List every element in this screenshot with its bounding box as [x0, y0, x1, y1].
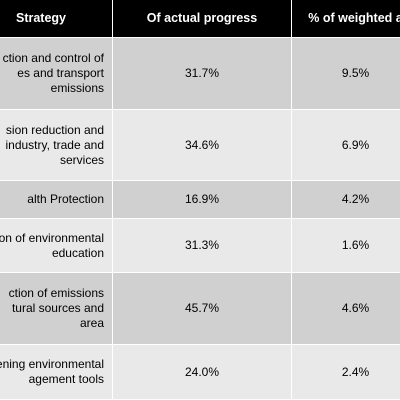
table-cell: 4.6%	[292, 273, 400, 344]
table-cell: 2.4%	[292, 345, 400, 399]
cell-text: 34.6%	[184, 137, 220, 152]
cell-line: es and transport	[17, 66, 104, 80]
cell-text: 31.3%	[184, 238, 220, 252]
table-cell: 34.6%	[113, 110, 291, 180]
table-cell: 31.7%	[113, 38, 291, 109]
table-cell: 31.3%	[113, 219, 291, 272]
table-cell: ening environmental agement tools	[0, 345, 112, 399]
table-cell: ion of environmental education	[0, 219, 112, 272]
table-cell: alth Protection	[0, 181, 112, 218]
table-cell: 24.0%	[113, 345, 291, 399]
cell-line: tural sources and	[11, 301, 104, 315]
cell-line: ening environmental	[0, 357, 104, 371]
header-text: Of actual progress	[146, 11, 258, 25]
cell-text: 45.7%	[184, 301, 220, 315]
table-cell: sion reduction and industry, trade and ser…	[0, 110, 112, 180]
cell-text: 2.4%	[341, 364, 370, 379]
header-cell: Strategy	[0, 0, 112, 37]
table-cell: 45.7%	[113, 273, 291, 344]
cell-text: 31.7%	[184, 66, 220, 80]
cell-line: ction and control of	[2, 51, 104, 65]
header-text: % of weighted a	[308, 11, 400, 25]
cell-line: industry, trade and	[5, 137, 104, 152]
cell-line: services	[59, 152, 104, 167]
table-cell: 9.5%	[292, 38, 400, 109]
table-cell: 16.9%	[113, 181, 291, 218]
cell-text: 6.9%	[341, 137, 370, 152]
table-cell: 4.2%	[292, 181, 400, 218]
cell-line: education	[51, 245, 104, 260]
cell-line: alth Protection	[27, 192, 104, 206]
cell-line: ction of emissions	[8, 286, 104, 300]
table-cell: 1.6%	[292, 219, 400, 272]
header-cell: % of weighted a	[292, 0, 400, 37]
cell-line: emissions	[50, 81, 104, 95]
cell-text: 9.5%	[341, 66, 370, 80]
cell-text: 16.9%	[184, 192, 220, 206]
cell-line: area	[79, 316, 104, 330]
header-text: Strategy	[15, 11, 67, 25]
cell-line: ion of environmental	[0, 230, 104, 245]
table-cell: ction and control of es and transport emis…	[0, 38, 112, 109]
cell-line: agement tools	[28, 372, 104, 386]
header-cell: Of actual progress	[113, 0, 291, 37]
cell-text: 24.0%	[184, 364, 220, 379]
cell-line: sion reduction and	[5, 122, 104, 137]
cell-text: 4.6%	[341, 301, 370, 315]
table-cell: 6.9%	[292, 110, 400, 180]
table-cell: ction of emissions tural sources and area	[0, 273, 112, 344]
cell-text: 1.6%	[341, 238, 370, 252]
cell-text: 4.2%	[341, 192, 370, 206]
